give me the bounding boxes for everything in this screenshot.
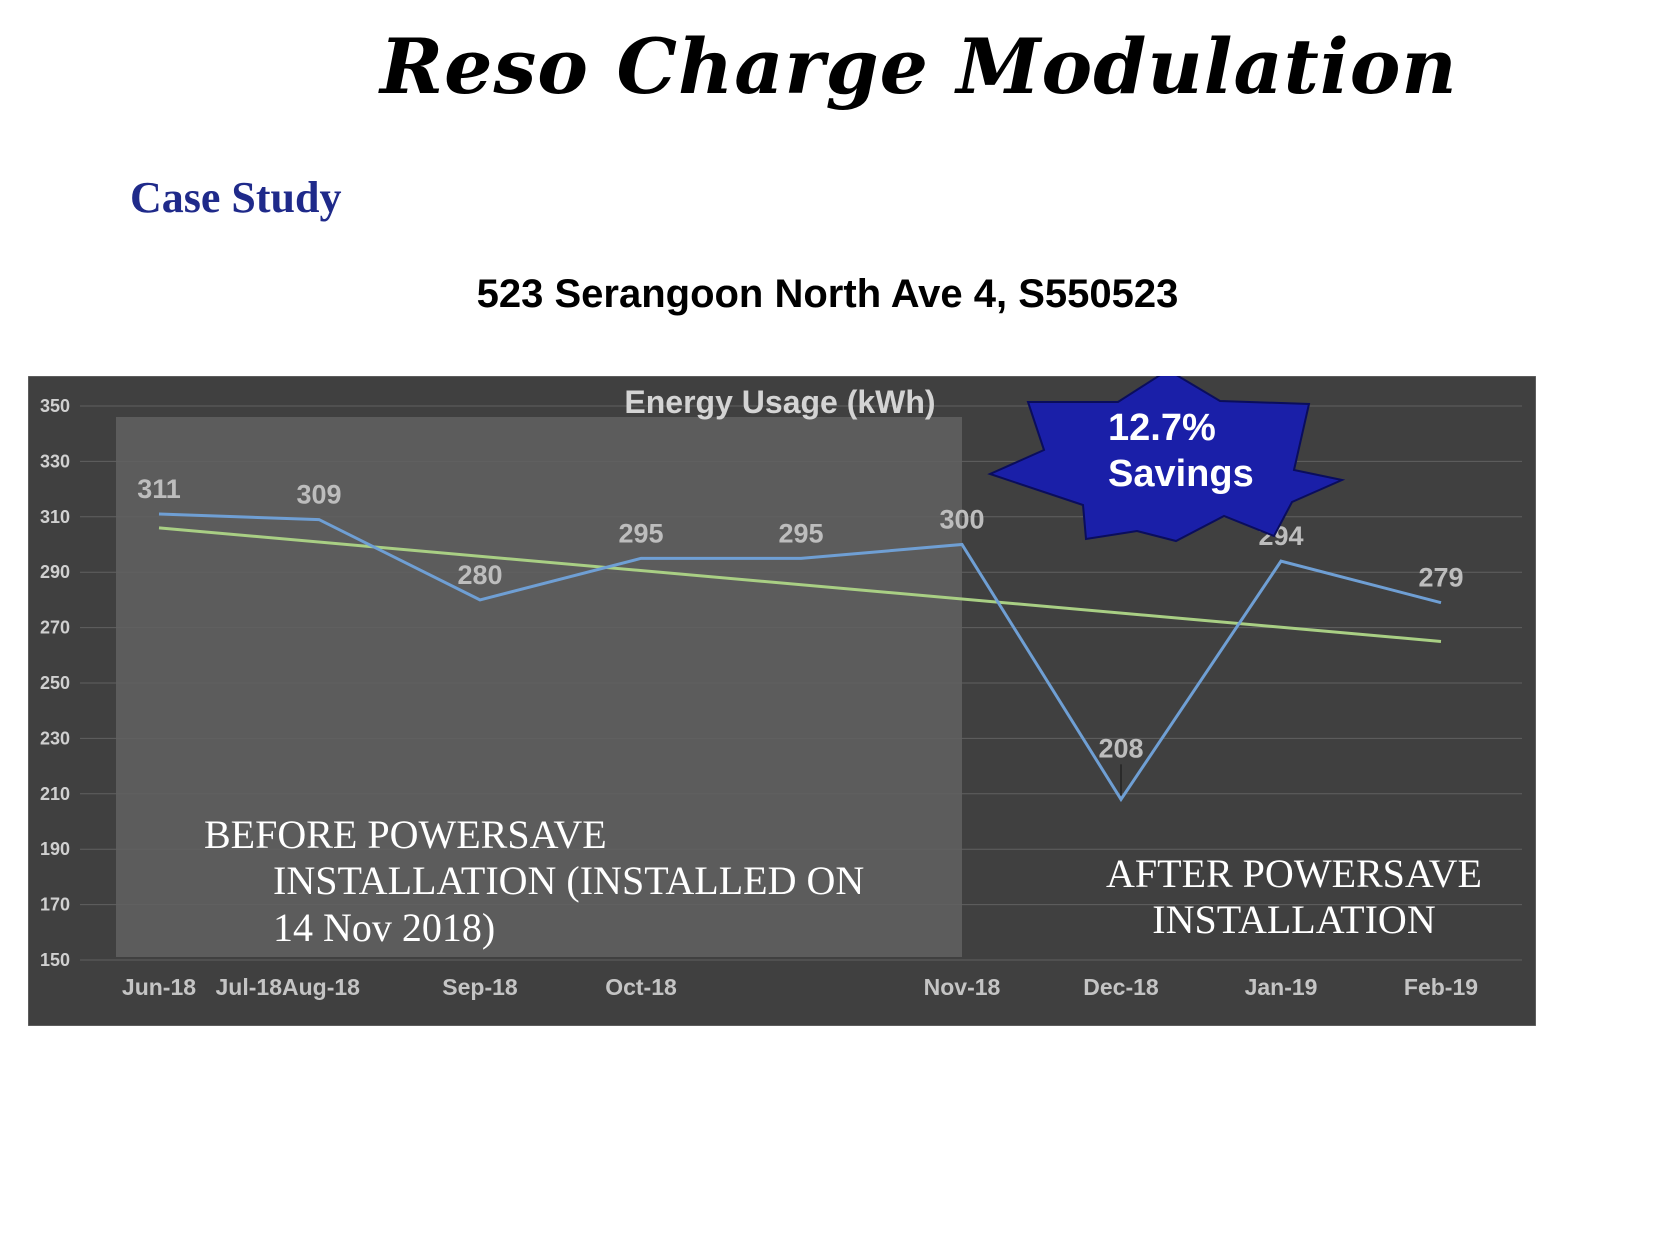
y-tick-label: 190 [40,839,70,859]
data-label: 295 [618,518,663,548]
y-tick-label: 210 [40,784,70,804]
savings-percent: 12.7% [1108,407,1216,449]
x-tick-label: Feb-19 [1404,974,1478,1000]
savings-badge-star [987,376,1346,543]
usage-series-line [158,512,1442,803]
before-annotation-line1: BEFORE POWERSAVE [204,812,607,857]
x-tick-label: Aug-18 [282,974,360,1000]
data-label: 279 [1418,563,1463,593]
y-tick-label: 150 [40,950,70,970]
chart-title: Energy Usage (kWh) [624,384,935,420]
data-label: 295 [778,518,823,548]
x-tick-label: Dec-18 [1083,974,1159,1000]
data-label: 311 [137,474,181,504]
before-installation-region [116,417,962,957]
x-tick-label: Oct-18 [605,974,677,1000]
x-tick-label: Jan-19 [1245,974,1318,1000]
page-title: Reso Charge Modulation [380,22,1458,111]
data-label: 309 [296,480,341,510]
x-tick-label: Jul-18 [216,974,283,1000]
x-tick-label: Sep-18 [442,974,518,1000]
after-annotation-line1: AFTER POWERSAVE [1106,851,1482,896]
y-tick-label: 250 [40,673,70,693]
savings-label: Savings [1108,453,1254,495]
y-tick-label: 270 [40,618,70,638]
y-tick-label: 290 [40,562,70,582]
y-tick-label: 350 [40,396,70,416]
data-label: 300 [939,505,984,535]
case-study-heading: Case Study [130,173,342,222]
data-label: 208 [1098,733,1143,763]
x-tick-label: Nov-18 [924,974,1001,1000]
data-label: 280 [457,560,502,590]
y-tick-label: 310 [40,507,70,527]
after-annotation-line2: INSTALLATION [1152,897,1435,942]
y-tick-label: 170 [40,895,70,915]
x-tick-label: Jun-18 [122,974,196,1000]
address-heading: 523 Serangoon North Ave 4, S550523 [476,272,1179,316]
energy-usage-chart: 350 330 310 290 270 250 230 210 190 170 150 Jun-18… [28,376,1536,1026]
before-annotation-line3: 14 Nov 2018) [273,905,495,950]
y-tick-label: 330 [40,451,70,471]
y-tick-label: 230 [40,728,70,748]
before-annotation-line2: INSTALLATION (INSTALLED ON [273,858,864,903]
